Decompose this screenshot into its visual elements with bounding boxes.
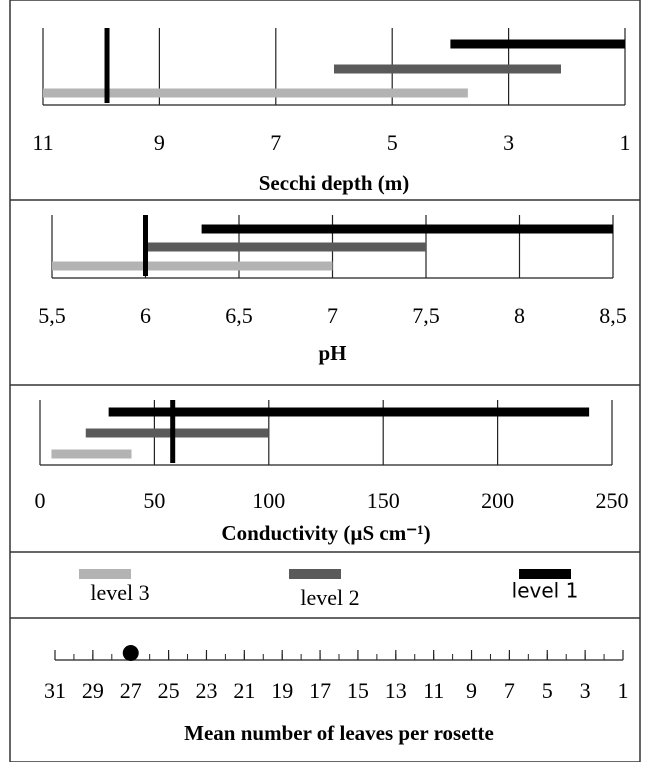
x-tick-label: 17 [309,678,331,703]
x-tick-label: 23 [195,678,217,703]
range-bar [52,261,333,271]
range-bar [85,428,269,438]
x-tick-label: 11 [32,130,53,155]
legend-swatch [289,569,341,579]
range-bar [450,39,625,49]
frame [9,0,641,762]
range-bar [201,224,613,234]
marker-line [104,28,110,103]
marker-line [170,400,176,463]
axis-title: pH [318,341,346,365]
x-tick-label: 13 [385,678,407,703]
legend-swatch [519,569,571,579]
x-tick-label: 29 [82,678,104,703]
x-tick-label: 8 [514,303,525,328]
x-tick-label: 50 [143,488,165,513]
x-tick-label: 9 [154,130,165,155]
legend-swatch [79,569,131,579]
legend-label: level 3 [90,580,149,605]
axis-title: Conductivity (µS cm⁻¹) [221,521,430,545]
range-bar [108,407,590,417]
x-tick-label: 7 [504,678,515,703]
x-tick-label: 250 [596,488,629,513]
range-bar [334,64,561,74]
x-tick-label: 19 [271,678,293,703]
x-tick-label: 8,5 [599,303,627,328]
x-tick-label: 27 [120,678,142,703]
x-tick-label: 3 [503,130,514,155]
range-bar [51,449,132,459]
x-tick-label: 1 [618,678,629,703]
x-tick-label: 0 [35,488,46,513]
x-tick-label: 1 [620,130,631,155]
legend-label: level 1 [512,579,579,603]
range-bar [43,88,468,98]
x-tick-label: 6 [140,303,151,328]
axis-title: Mean number of leaves per rosette [184,721,494,745]
x-tick-label: 31 [44,678,66,703]
x-tick-label: 15 [347,678,369,703]
point [122,645,139,661]
x-tick-label: 5 [542,678,553,703]
axis-title: Secchi depth (m) [259,171,410,195]
marker-line [143,215,148,276]
x-tick-label: 5,5 [38,303,66,328]
x-tick-label: 11 [423,678,444,703]
x-tick-label: 7 [270,130,281,155]
x-tick-label: 21 [233,678,255,703]
x-tick-label: 3 [580,678,591,703]
x-tick-label: 9 [466,678,477,703]
x-tick-label: 6,5 [225,303,253,328]
x-tick-label: 25 [158,678,180,703]
x-tick-label: 7,5 [412,303,440,328]
x-tick-label: 7 [327,303,338,328]
x-tick-label: 100 [252,488,285,513]
legend-label: level 2 [300,585,359,610]
x-tick-label: 5 [387,130,398,155]
x-tick-label: 200 [481,488,514,513]
x-tick-label: 150 [367,488,400,513]
range-bar [145,242,426,252]
